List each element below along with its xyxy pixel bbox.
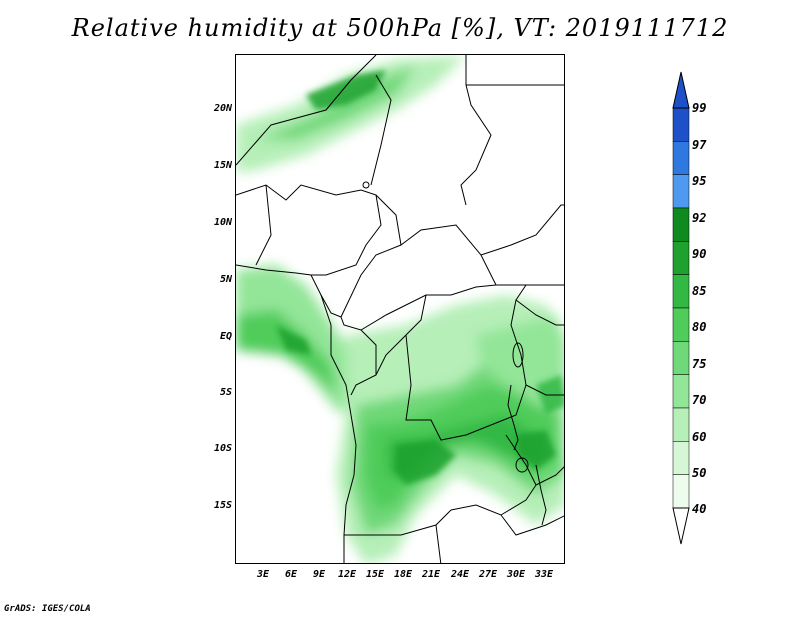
colorbar-label: 60 — [692, 430, 707, 444]
lon-label: 27E — [478, 569, 498, 580]
colorbar-band — [672, 141, 690, 175]
colorbar-label: 99 — [692, 101, 707, 115]
lakes — [362, 181, 547, 526]
colorbar-top-arrow — [672, 71, 690, 109]
lon-label: 12E — [337, 569, 357, 580]
lon-label: 6E — [284, 569, 298, 580]
colorbar — [672, 71, 690, 545]
lat-label: 15N — [213, 160, 232, 171]
colorbar-label: 85 — [692, 284, 707, 298]
colorbar-label: 95 — [692, 174, 707, 188]
lon-label: 30E — [506, 569, 526, 580]
lat-label: 20N — [213, 103, 232, 114]
lat-label: EQ — [219, 331, 232, 342]
colorbar-band — [672, 441, 690, 475]
political-borders — [236, 55, 564, 563]
lat-label: 5N — [219, 274, 232, 285]
colorbar-label: 97 — [692, 138, 707, 152]
lon-label: 15E — [365, 569, 385, 580]
colorbar-label: 75 — [692, 357, 707, 371]
colorbar-band — [672, 107, 690, 142]
humidity-shading — [236, 55, 564, 563]
colorbar-band — [672, 174, 690, 209]
lat-label: 10S — [213, 443, 232, 454]
colorbar-label: 80 — [692, 320, 707, 334]
lon-label: 3E — [256, 569, 270, 580]
colorbar-bottom-arrow — [672, 507, 690, 545]
footer-credit: GrADS: IGES/COLA — [4, 604, 91, 614]
chart-title: Relative humidity at 500hPa [%], VT: 201… — [71, 14, 729, 42]
lat-label: 15S — [213, 500, 232, 511]
colorbar-label: 50 — [692, 466, 707, 480]
lat-label: 5S — [219, 387, 232, 398]
colorbar-band — [672, 207, 690, 242]
lat-label: 10N — [213, 217, 232, 228]
colorbar-band — [672, 341, 690, 375]
colorbar-band — [672, 241, 690, 275]
colorbar-band — [672, 474, 690, 509]
colorbar-label: 92 — [692, 211, 707, 225]
map-frame — [235, 54, 565, 564]
lon-label: 24E — [450, 569, 470, 580]
humidity-map — [236, 55, 564, 563]
colorbar-label: 90 — [692, 247, 707, 261]
lon-label: 18E — [393, 569, 413, 580]
colorbar-label: 70 — [692, 393, 707, 407]
lon-label: 33E — [534, 569, 554, 580]
lon-label: 9E — [312, 569, 326, 580]
colorbar-band — [672, 307, 690, 342]
colorbar-band — [672, 407, 690, 442]
colorbar-band — [672, 274, 690, 309]
colorbar-band — [672, 374, 690, 409]
lon-label: 21E — [421, 569, 441, 580]
colorbar-label: 40 — [692, 502, 707, 516]
